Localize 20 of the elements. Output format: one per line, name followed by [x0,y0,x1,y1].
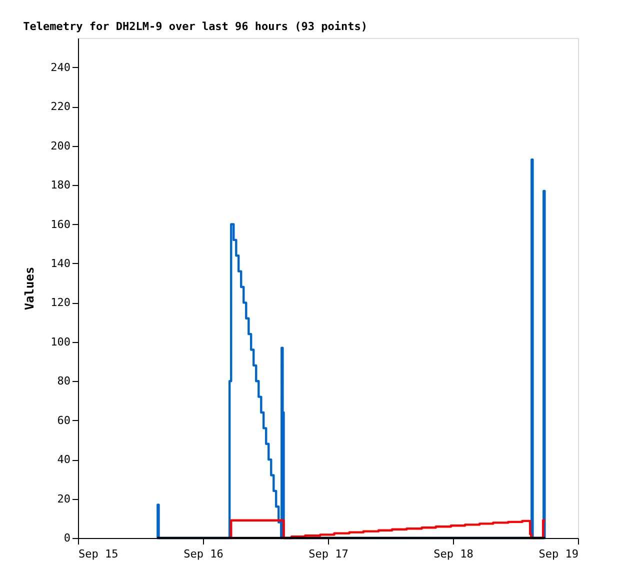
x-tick-label: Sep 17 [308,548,348,560]
x-tick-label: Sep 18 [434,548,474,560]
x-tick-label: Sep 16 [184,548,224,560]
y-tick-label: 80 [57,374,70,388]
y-tick-label: 100 [50,335,70,348]
y-tick-label: 20 [57,492,70,506]
y-tick-label: 60 [57,414,70,427]
y-tick-label: 180 [50,178,70,192]
y-tick-label: 240 [50,60,70,74]
y-tick-label: 220 [50,100,70,114]
chart-title: Telemetry for DH2LM-9 over last 96 hours (93 points) [23,20,368,33]
y-axis-title: Values [22,266,37,310]
y-tick-label: 140 [50,256,70,270]
x-tick-label: Sep 19 [538,548,578,560]
y-tick-label: 160 [50,218,70,231]
x-tick-label: Sep 15 [78,548,118,560]
y-tick-label: 120 [50,296,70,310]
y-tick-label: 0 [64,532,70,544]
y-tick-label: 40 [57,453,70,466]
y-tick-label: 200 [50,139,70,152]
